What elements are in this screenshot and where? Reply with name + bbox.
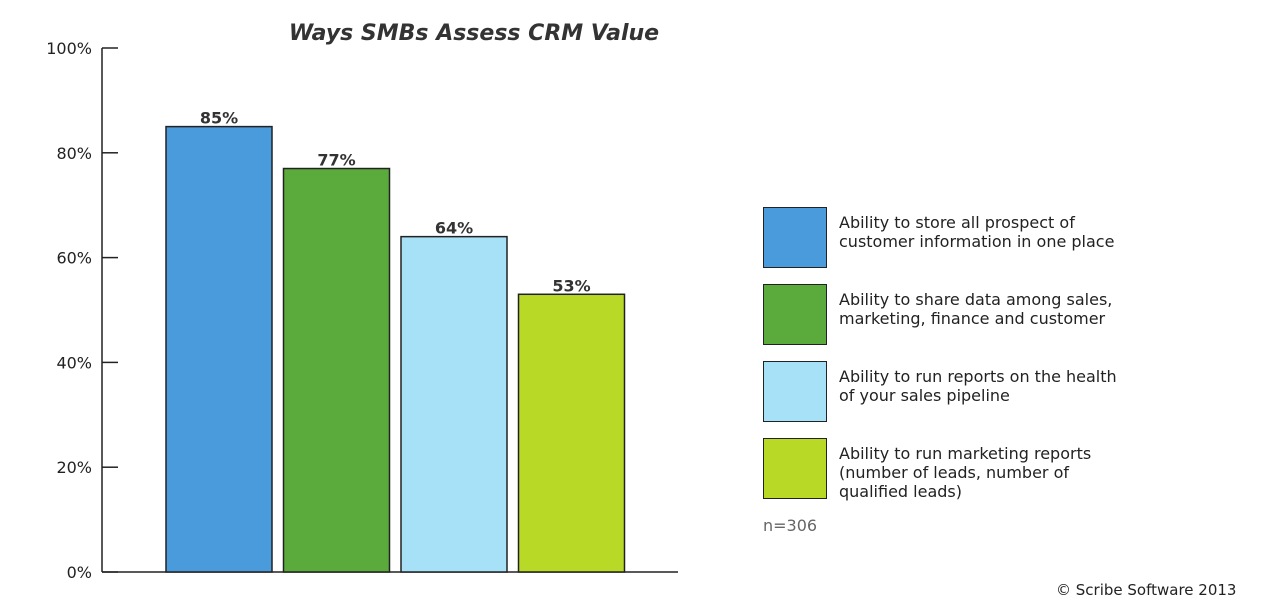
legend-item: Ability to run reports on the health of … <box>763 361 1233 438</box>
bar <box>165 125 273 573</box>
legend-label: Ability to run marketing reports (number… <box>839 444 1092 501</box>
y-tick-label: 40% <box>56 353 92 372</box>
y-tick-label: 0% <box>67 563 92 582</box>
y-tick-label: 20% <box>56 458 92 477</box>
y-tick-label: 60% <box>56 249 92 268</box>
legend-label: Ability to share data among sales, marke… <box>839 290 1113 328</box>
bar <box>400 235 508 573</box>
bar-value-label: 85% <box>200 109 238 128</box>
legend: Ability to store all prospect of custome… <box>763 207 1233 515</box>
bar <box>517 293 626 573</box>
legend-item: Ability to share data among sales, marke… <box>763 284 1233 361</box>
bars <box>165 125 626 573</box>
legend-item: Ability to store all prospect of custome… <box>763 207 1233 284</box>
legend-swatch <box>763 284 827 345</box>
legend-label: Ability to run reports on the health of … <box>839 367 1117 405</box>
data-labels: 85% 77% 64% 53% <box>200 109 591 296</box>
bar-value-label: 77% <box>317 151 355 170</box>
legend-swatch <box>763 207 827 268</box>
legend-swatch <box>763 438 827 499</box>
legend-item: Ability to run marketing reports (number… <box>763 438 1233 515</box>
chart-title: Ways SMBs Assess CRM Value <box>289 21 659 46</box>
copyright-text: © Scribe Software 2013 <box>1056 581 1237 599</box>
y-tick-label: 80% <box>56 144 92 163</box>
y-tick-label: 100% <box>46 39 92 58</box>
bar <box>282 167 391 573</box>
sample-size-note: n=306 <box>763 516 818 535</box>
bar-value-label: 64% <box>435 219 473 238</box>
legend-swatch <box>763 361 827 422</box>
legend-label: Ability to store all prospect of custome… <box>839 213 1115 251</box>
bar-value-label: 53% <box>552 276 590 295</box>
